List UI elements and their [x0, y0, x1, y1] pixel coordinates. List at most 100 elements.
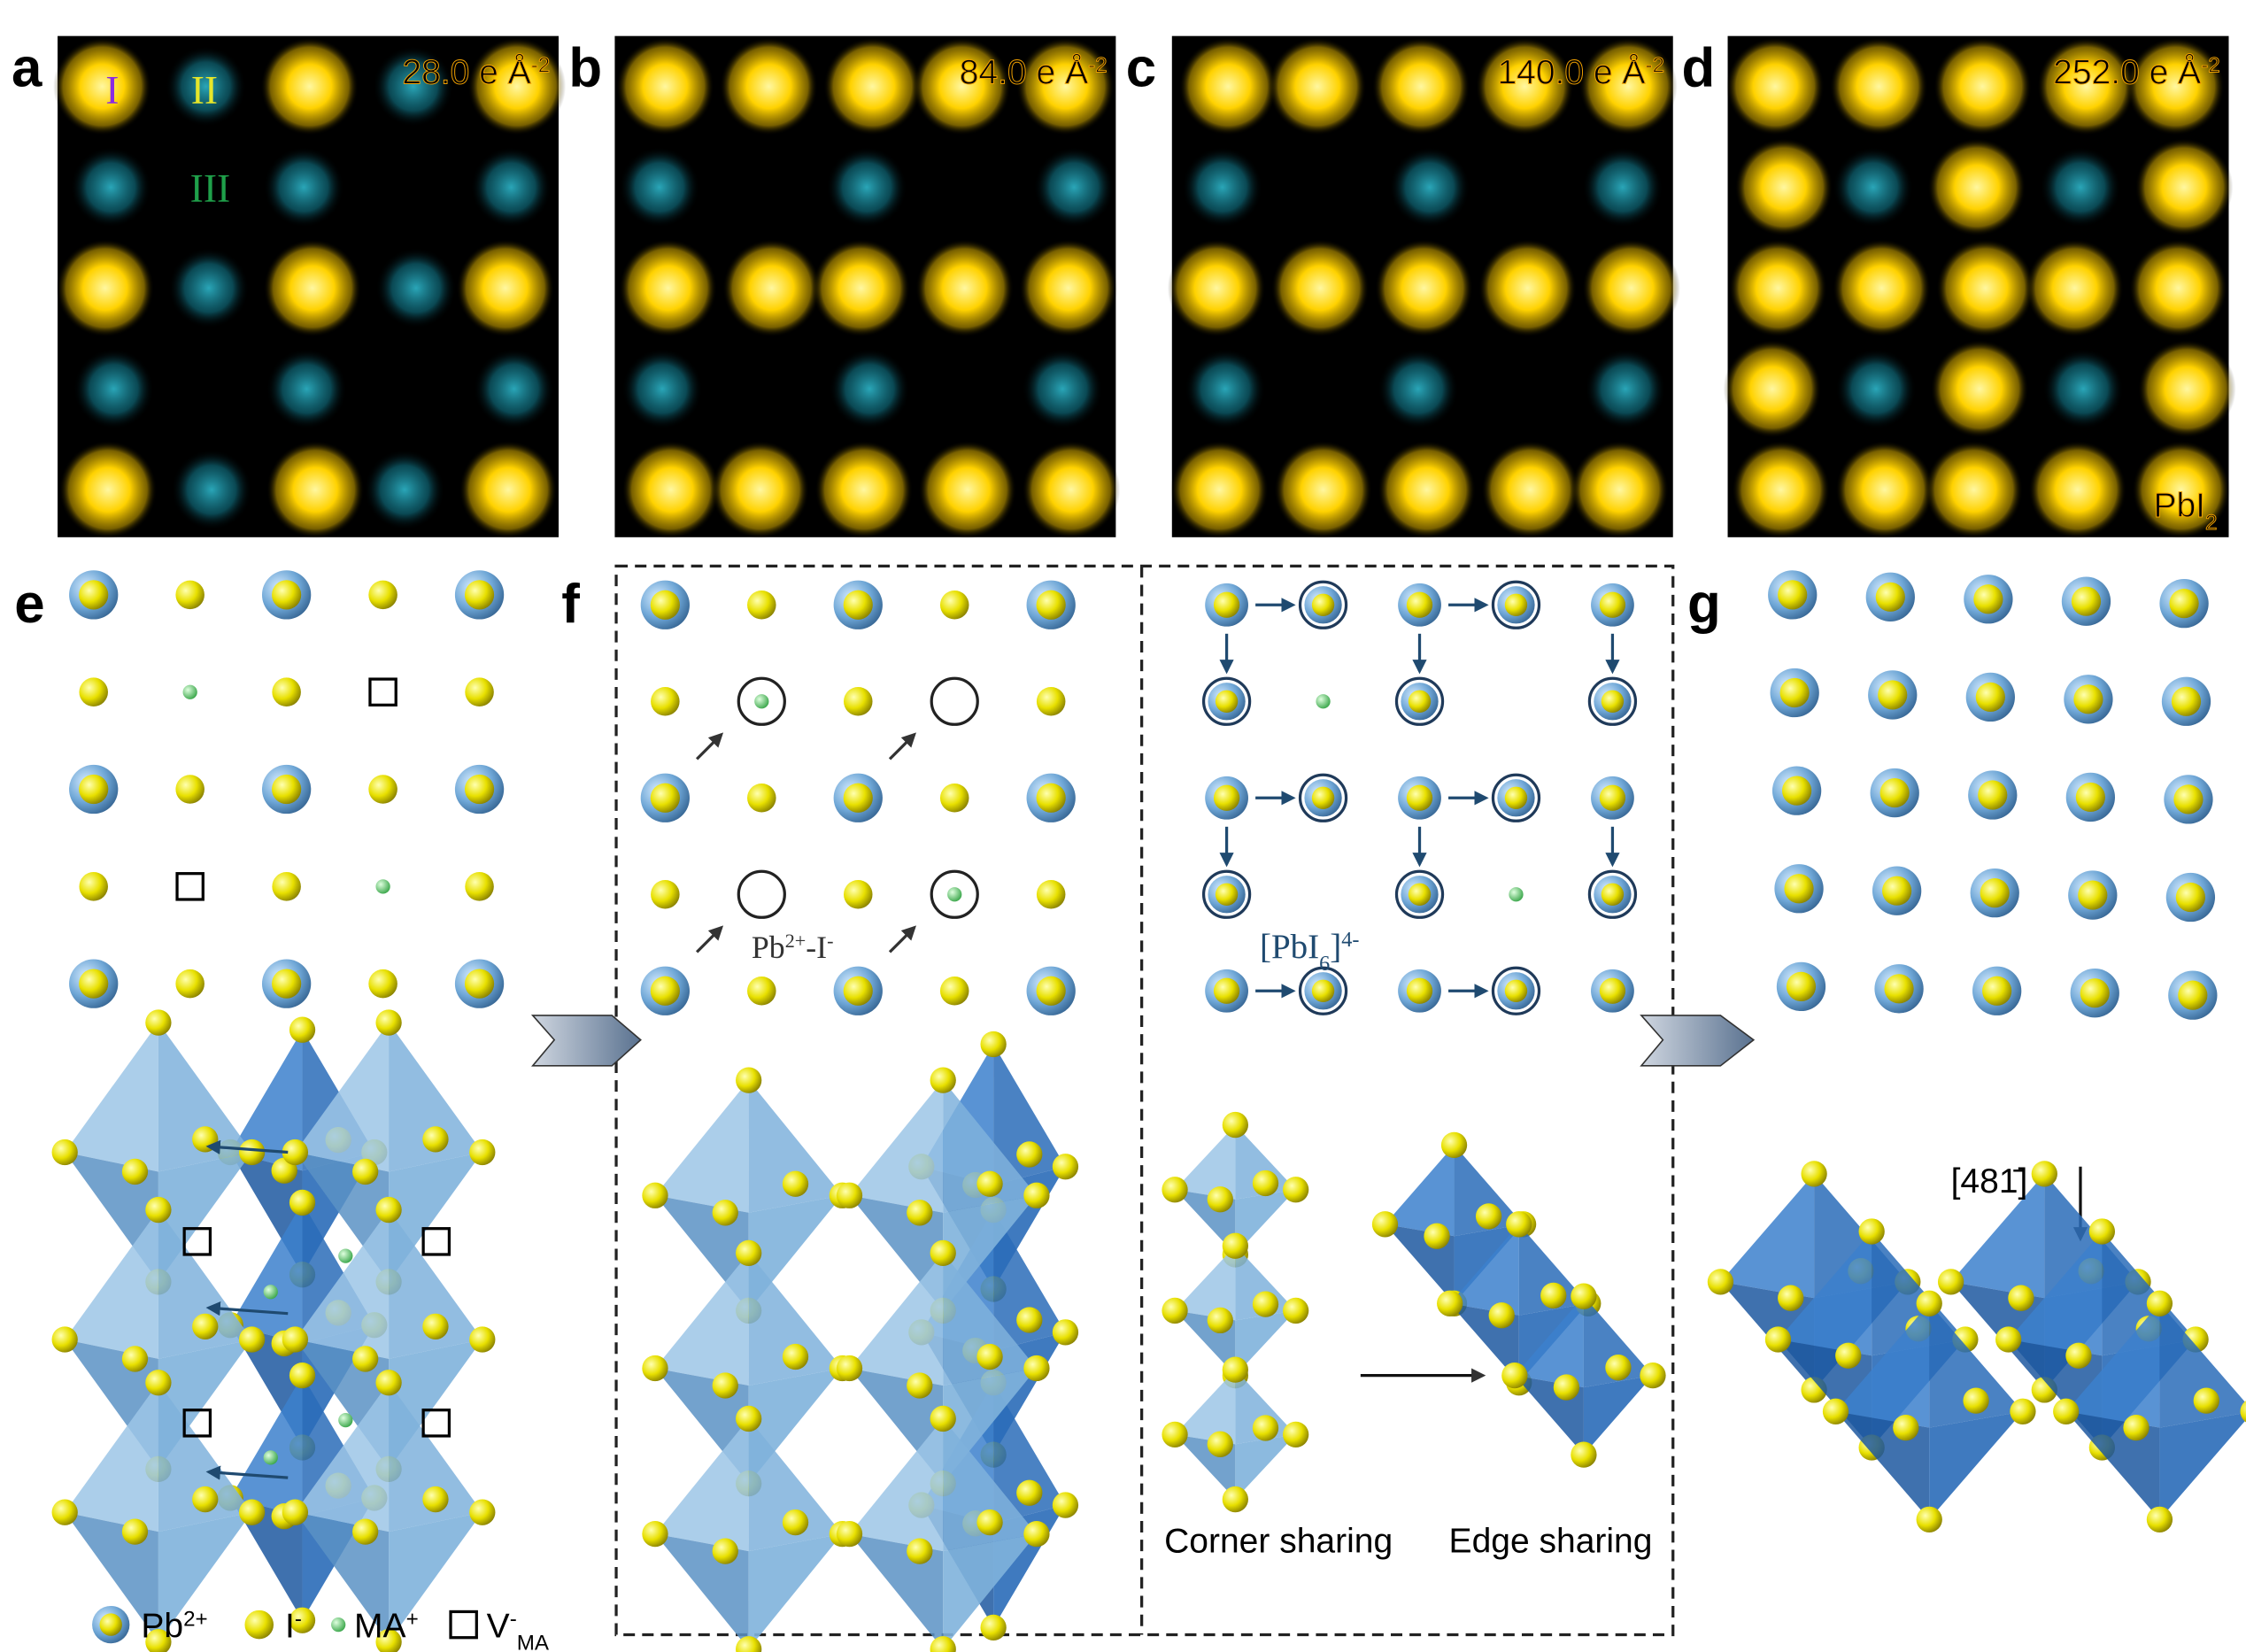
- blob: [711, 440, 809, 539]
- i-atom: [1973, 584, 2003, 614]
- i-atom: [844, 687, 873, 716]
- vacancy: [368, 677, 397, 706]
- octa-face: [849, 1080, 944, 1213]
- i-atom: [1222, 1486, 1248, 1513]
- blob: [1732, 440, 1831, 539]
- label-part: 28.0 e Å: [402, 52, 530, 91]
- octa-face: [943, 1533, 1037, 1649]
- ring: [1394, 676, 1445, 726]
- blob: [171, 449, 252, 530]
- octa-face: [993, 1382, 1066, 1524]
- i-atom: [1406, 591, 1433, 618]
- vacancy: [175, 872, 205, 901]
- i-atom: [272, 872, 301, 901]
- octa-face: [748, 1418, 843, 1552]
- octa-face: [943, 1080, 1037, 1213]
- ring: [1298, 966, 1348, 1015]
- blob: [2132, 440, 2231, 539]
- i-atom: [469, 1326, 496, 1353]
- i-atom: [1406, 977, 1433, 1004]
- panel-label: a: [12, 38, 42, 99]
- i-atom: [1252, 1415, 1279, 1441]
- i-atom: [1023, 1182, 1050, 1208]
- panel-label: e: [14, 574, 44, 635]
- octa-face: [158, 1339, 252, 1470]
- blob: [2134, 138, 2234, 236]
- i-atom: [844, 880, 873, 909]
- i-atom: [1036, 783, 1066, 813]
- ma-atom: [338, 1412, 353, 1428]
- i-atom: [1506, 1211, 1532, 1238]
- direction: [481̄]: [1951, 1162, 2028, 1200]
- i-atom: [192, 1313, 219, 1339]
- blob: [56, 239, 155, 337]
- i-atom: [1207, 1186, 1233, 1213]
- i-atom: [2173, 784, 2204, 814]
- label-part: PbI: [2153, 487, 2205, 525]
- i-atom: [375, 1196, 402, 1224]
- blob: [918, 440, 1017, 539]
- octa-face: [2008, 1231, 2103, 1356]
- i-atom: [1406, 784, 1433, 811]
- ring: [1298, 773, 1348, 822]
- label: PbI2: [2153, 487, 2217, 535]
- octa-face: [389, 1209, 482, 1359]
- panel-label: d: [1681, 38, 1715, 99]
- i-atom: [1884, 974, 1914, 1004]
- octa-face: [65, 1152, 158, 1282]
- i-atom: [1504, 786, 1528, 809]
- blob: [1830, 37, 1928, 135]
- blob: [913, 37, 1011, 135]
- octa-face: [1454, 1145, 1524, 1237]
- i-atom: [1980, 878, 2010, 908]
- blob: [266, 348, 347, 429]
- i-atom: [1878, 680, 1908, 710]
- i-atom: [836, 1182, 863, 1208]
- i-atom: [272, 774, 302, 805]
- ring: [1491, 580, 1541, 629]
- blob: [1170, 440, 1269, 539]
- i-atom: [469, 1139, 496, 1166]
- i-atom: [282, 1499, 309, 1525]
- blob: [1933, 37, 2032, 135]
- label-part: 2: [2205, 511, 2217, 535]
- arrow: [888, 732, 916, 760]
- blob: [826, 146, 907, 228]
- label: 140.0 e Å-2: [1497, 52, 1664, 91]
- i-atom: [422, 1313, 449, 1339]
- i-atom: [192, 1486, 219, 1513]
- ring: [1201, 676, 1252, 726]
- i-atom: [1036, 590, 1066, 620]
- i-atom: [843, 590, 873, 620]
- i-atom: [642, 1520, 668, 1548]
- i-atom: [736, 1405, 762, 1432]
- ma-atom: [947, 887, 962, 902]
- i-atom: [1023, 1355, 1050, 1382]
- i-atom: [289, 1363, 316, 1389]
- blob: [1185, 348, 1266, 429]
- big-arrow: [1640, 1015, 1756, 1067]
- i-atom: [1023, 1520, 1050, 1548]
- blob: [1019, 239, 1117, 337]
- blob: [1022, 440, 1121, 539]
- blob: [1016, 37, 1115, 135]
- blob: [166, 46, 247, 127]
- i-atom: [121, 1518, 149, 1545]
- i-atom: [1605, 1355, 1632, 1381]
- i-atom: [79, 969, 109, 999]
- i-atom: [1440, 1131, 1468, 1158]
- arrow: [205, 1301, 289, 1316]
- blob: [1734, 138, 1833, 236]
- i-atom: [1779, 677, 1810, 708]
- i-atom: [192, 1126, 219, 1153]
- i-atom: [2169, 589, 2199, 619]
- i-atom: [1424, 1223, 1450, 1249]
- i-atom: [642, 1355, 668, 1382]
- panel-label: g: [1687, 574, 1721, 635]
- blob: [829, 348, 910, 429]
- blob: [1378, 348, 1459, 429]
- i-atom: [1801, 1161, 1827, 1187]
- i-atom: [464, 580, 495, 610]
- i-atom: [1215, 883, 1239, 906]
- i-atom: [747, 591, 776, 620]
